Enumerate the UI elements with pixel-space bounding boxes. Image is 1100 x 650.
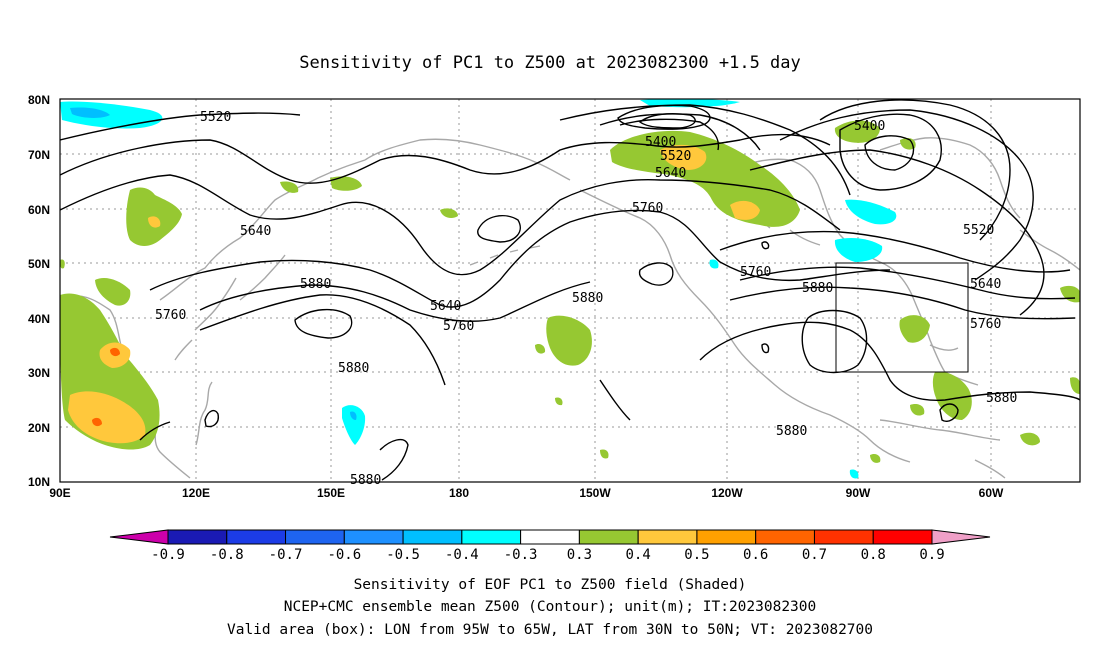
contour-label: 5760: [740, 265, 771, 280]
lat-label: 20N: [28, 421, 50, 435]
colorbar-extend-low: [109, 529, 169, 545]
lat-label: 70N: [28, 148, 50, 162]
lat-label: 50N: [28, 257, 50, 271]
colorbar-swatch: [755, 529, 815, 545]
colorbar-tick-label: -0.9: [151, 547, 185, 563]
contour-label: 5640: [430, 299, 461, 314]
colorbar-tick-label: 0.3: [567, 547, 592, 563]
lat-label: 80N: [28, 93, 50, 107]
lon-label: 150W: [579, 486, 611, 500]
contour-label: 5880: [776, 424, 807, 439]
valid-area-box: [835, 262, 969, 373]
colorbar-swatch: [402, 529, 463, 545]
contour-label: 5880: [338, 361, 369, 376]
contour-label: 5640: [240, 224, 271, 239]
lat-label: 40N: [28, 312, 50, 326]
lon-label: 90E: [49, 486, 70, 500]
colorbar-swatch: [226, 529, 287, 545]
colorbar-tick-label: 0.8: [861, 547, 886, 563]
contour-labels: 5520 5640 5760 5880 5400 5520 5640 5760 …: [155, 110, 1017, 488]
colorbar-tick-label: 0.5: [684, 547, 709, 563]
contour-label: 5760: [970, 317, 1001, 332]
contour-label: 5880: [572, 291, 603, 306]
lat-label: 10N: [28, 475, 50, 489]
contour-label: 5760: [632, 201, 663, 216]
colorbar-swatch: [167, 529, 228, 545]
colorbar-tick-label: 0.9: [919, 547, 944, 563]
sensitivity-shading: [60, 99, 1080, 479]
caption-line-2: NCEP+CMC ensemble mean Z500 (Contour); u…: [284, 599, 817, 615]
contour-label: 5520: [200, 110, 231, 125]
map-frame: [59, 98, 1081, 483]
contour-label: 5640: [655, 166, 686, 181]
caption-line-1: Sensitivity of EOF PC1 to Z500 field (Sh…: [354, 577, 747, 593]
colorbar-swatch: [696, 529, 757, 545]
colorbar: -0.9 -0.8 -0.7 -0.6 -0.5 -0.4 -0.3 0.3 0.4 0.5 0.6…: [109, 529, 991, 563]
figure-title: Sensitivity of PC1 to Z500 at 2023082300…: [299, 53, 801, 73]
lat-label: 30N: [28, 366, 50, 380]
contour-label: 5400: [645, 135, 676, 150]
map-area: [60, 99, 1080, 482]
colorbar-tick-label: -0.5: [386, 547, 420, 563]
latitude-labels: 80N 70N 60N 50N 40N 30N 20N 10N: [28, 93, 50, 489]
contour-label: 5640: [970, 277, 1001, 292]
colorbar-swatch: [872, 529, 933, 545]
caption-line-3: Valid area (box): LON from 95W to 65W, L…: [227, 622, 873, 638]
contour-label: 5520: [660, 149, 691, 164]
colorbar-extend-high: [931, 529, 991, 545]
colorbar-swatch: [461, 529, 522, 545]
lon-label: 120W: [711, 486, 743, 500]
lon-label: 150E: [317, 486, 345, 500]
contour-label: 5880: [300, 277, 331, 292]
colorbar-tick-label: 0.7: [802, 547, 827, 563]
caption: Sensitivity of EOF PC1 to Z500 field (Sh…: [227, 577, 873, 638]
colorbar-tick-label: 0.6: [743, 547, 768, 563]
lon-label: 90W: [846, 486, 871, 500]
contour-label: 5760: [155, 308, 186, 323]
contour-label: 5880: [986, 391, 1017, 406]
colorbar-tick-label: -0.7: [269, 547, 303, 563]
contour-label: 5520: [963, 223, 994, 238]
colorbar-tick-label: 0.4: [626, 547, 651, 563]
height-contours: [60, 99, 1080, 481]
contour-label: 5880: [350, 473, 381, 488]
colorbar-tick-label: -0.3: [504, 547, 538, 563]
colorbar-tick-label: -0.4: [445, 547, 479, 563]
colorbar-swatch: [578, 529, 639, 545]
contour-label: 5400: [854, 119, 885, 134]
colorbar-swatch: [813, 529, 874, 545]
colorbar-tick-label: -0.8: [210, 547, 244, 563]
contour-label: 5760: [443, 319, 474, 334]
colorbar-swatch: [520, 529, 580, 545]
gridlines: [60, 99, 1080, 482]
lat-label: 60N: [28, 203, 50, 217]
colorbar-swatch: [637, 529, 698, 545]
colorbar-swatch: [285, 529, 345, 545]
lon-label: 60W: [979, 486, 1004, 500]
contour-label: 5880: [802, 281, 833, 296]
colorbar-tick-label: -0.6: [327, 547, 361, 563]
lon-label: 120E: [182, 486, 210, 500]
longitude-labels: 90E 120E 150E 180 150W 120W 90W 60W: [49, 486, 1004, 500]
colorbar-swatch: [343, 529, 404, 545]
lon-label: 180: [449, 486, 469, 500]
